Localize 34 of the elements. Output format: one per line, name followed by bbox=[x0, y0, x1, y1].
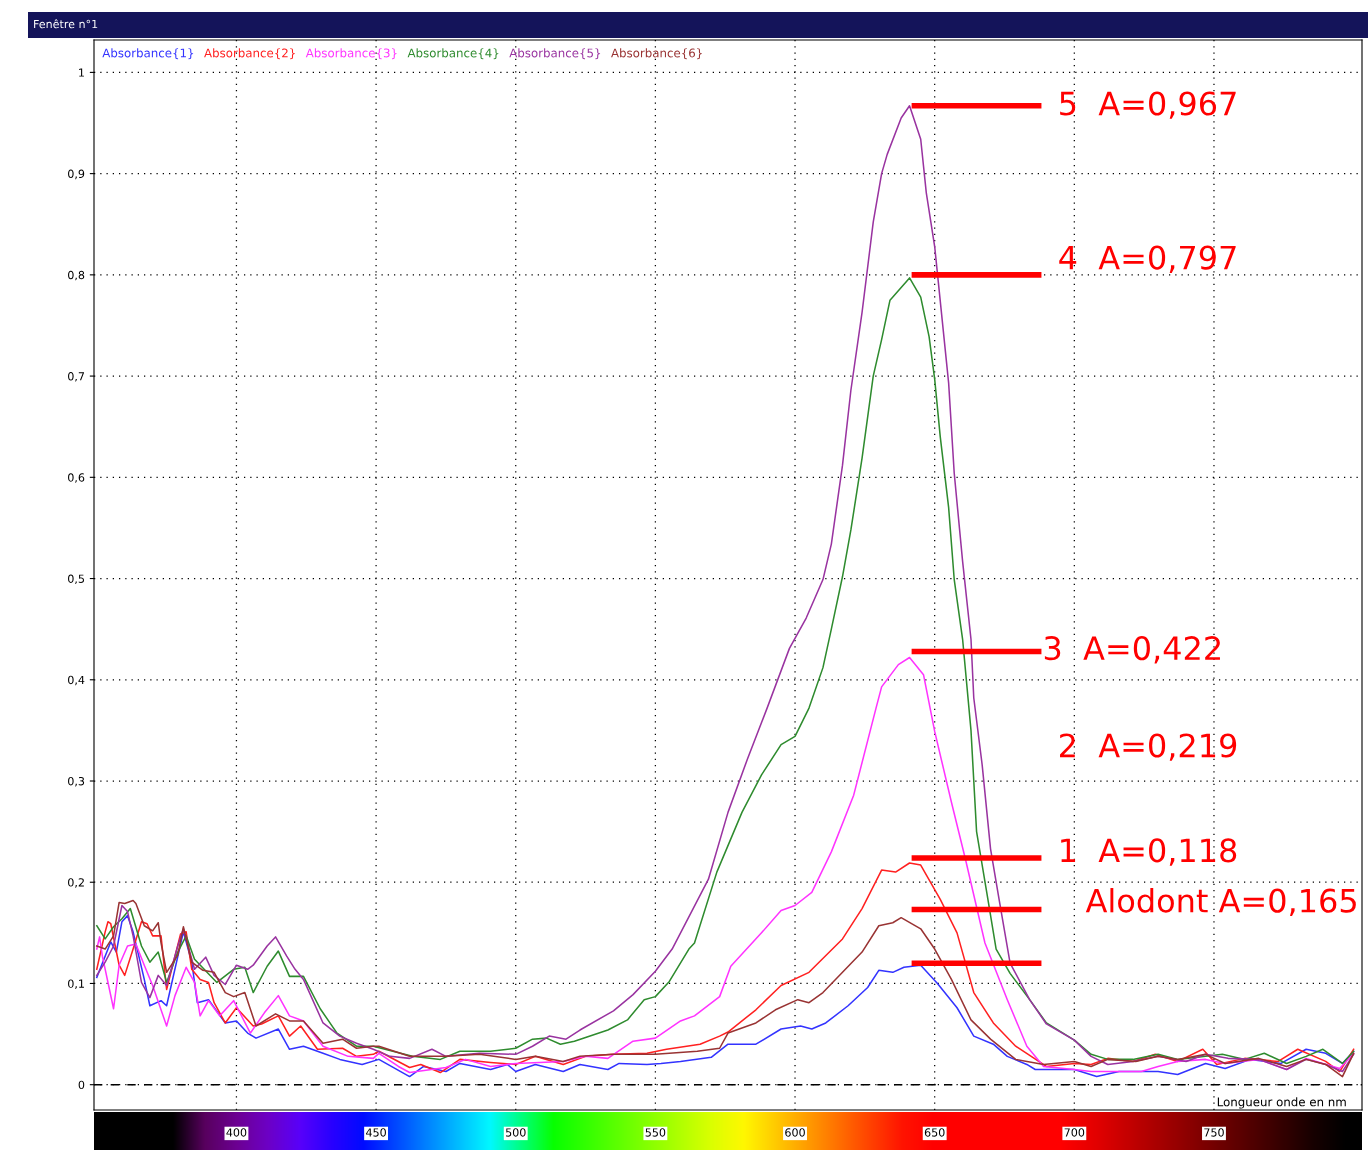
y-tick-label: 0,6 bbox=[68, 473, 85, 483]
line-series bbox=[96, 277, 1355, 1065]
y-tick-label: 0,1 bbox=[68, 979, 84, 989]
x-tick-label: 550 bbox=[645, 1128, 666, 1137]
annotation: Alodont A=0,165 bbox=[1085, 888, 1356, 917]
x-tick-label: 700 bbox=[1064, 1128, 1085, 1137]
text: Absorbance{6} bbox=[611, 48, 702, 60]
text: Absorbance{1} bbox=[102, 48, 194, 60]
y-tick-label: 0,2 bbox=[68, 878, 84, 888]
annotation: 4 A=0,797 bbox=[1059, 245, 1236, 273]
text: Absorbance{4} bbox=[407, 48, 499, 60]
annotation: 3 A=0,422 bbox=[1044, 636, 1220, 664]
text: Absorbance{3} bbox=[305, 48, 397, 60]
y-tick-label: 0,9 bbox=[68, 169, 85, 180]
y-tick-label: 0,5 bbox=[68, 574, 84, 585]
annotation: 5 A=0,967 bbox=[1060, 91, 1236, 119]
y-tick-label: 0 bbox=[78, 1080, 85, 1090]
x-tick-label: 650 bbox=[924, 1128, 945, 1137]
y-tick-label: 1 bbox=[79, 68, 84, 77]
x-tick-label: 600 bbox=[785, 1128, 805, 1137]
y-tick-label: 0,4 bbox=[68, 675, 85, 686]
annotation: 2 A=0,219 bbox=[1060, 733, 1237, 761]
x-tick-label: 750 bbox=[1204, 1128, 1224, 1137]
text: Absorbance{5} bbox=[509, 48, 601, 60]
y-tick-label: 0,3 bbox=[68, 776, 85, 787]
x-tick-label: 500 bbox=[505, 1128, 526, 1137]
y-tick-label: 0,7 bbox=[68, 372, 85, 382]
x-tick-label: 400 bbox=[226, 1128, 247, 1137]
annotation: 1 A=0,118 bbox=[1061, 838, 1237, 866]
chart-title: Fenêtre n°1 bbox=[34, 19, 98, 29]
text: Absorbance{2} bbox=[204, 48, 295, 60]
x-axis-title: Longueur onde en nm bbox=[1217, 1097, 1346, 1109]
x-tick-label: 450 bbox=[366, 1128, 386, 1137]
y-tick-label: 0,8 bbox=[68, 270, 85, 281]
